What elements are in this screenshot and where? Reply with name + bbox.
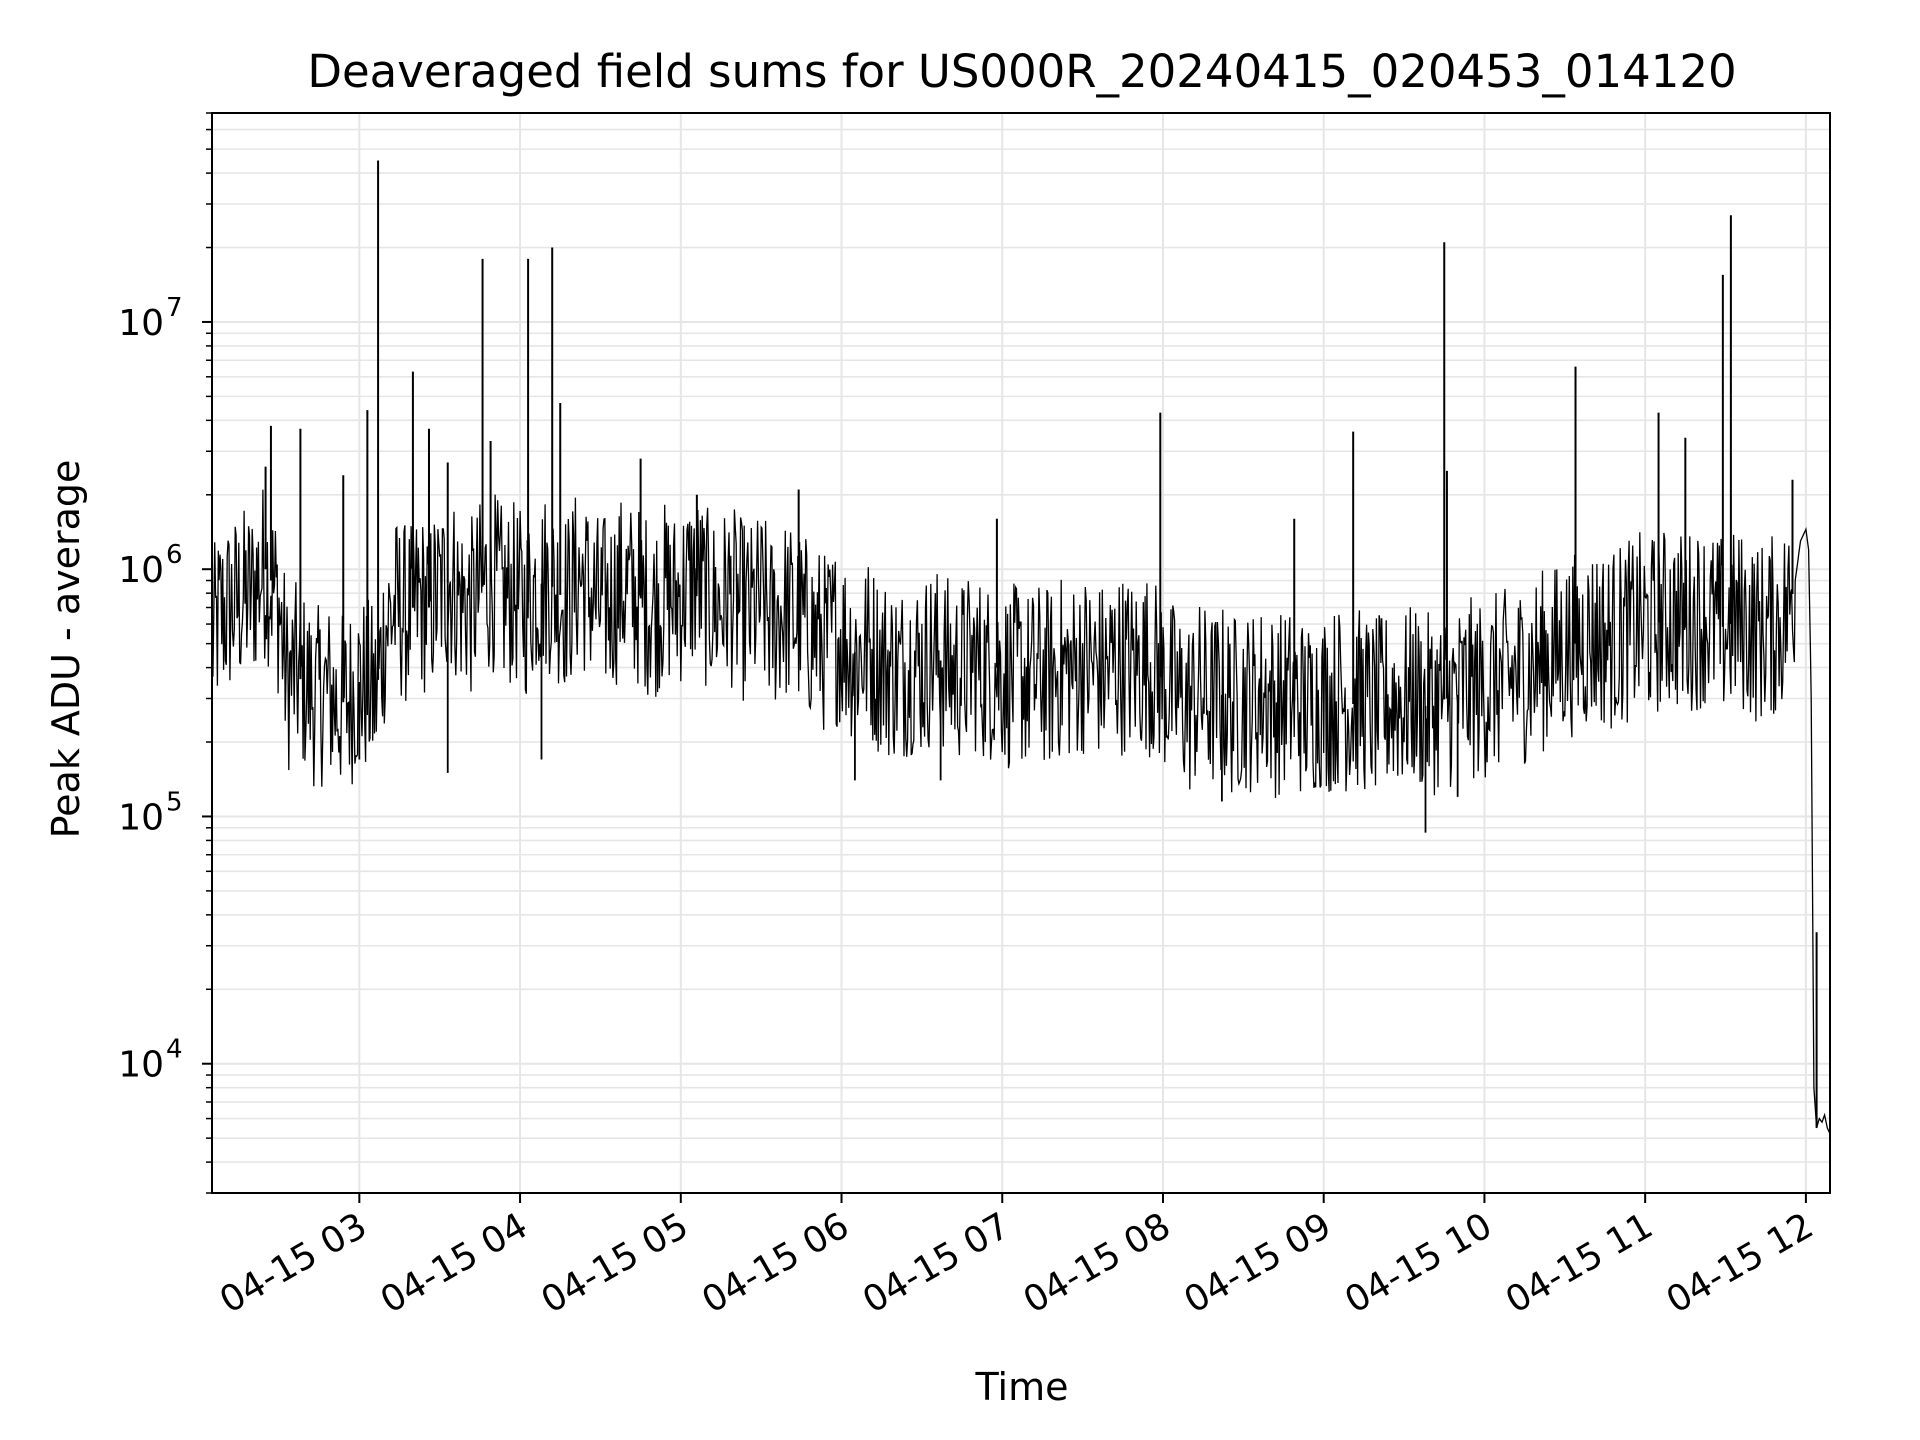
x-tick-label: 04-15 11: [1499, 1205, 1660, 1321]
y-tick-exponent: 4: [166, 1035, 183, 1065]
x-tick-label: 04-15 05: [535, 1205, 696, 1321]
x-tick-label: 04-15 03: [213, 1205, 374, 1321]
y-tick-exponent: 5: [166, 787, 183, 817]
series-layer: [211, 160, 1831, 1135]
x-tick-label: 04-15 06: [695, 1205, 856, 1321]
x-axis: 04-15 03 04-15 04 04-15 05 04-15 06 04-15 07…: [213, 1193, 1820, 1322]
x-tick-label: 04-15 10: [1338, 1205, 1499, 1321]
grid-lines: [212, 112, 1830, 1194]
x-tick-label: 04-15 07: [856, 1205, 1017, 1321]
x-tick-label: 04-15 04: [374, 1205, 535, 1321]
y-tick-label: 10: [118, 797, 164, 838]
y-tick-exponent: 6: [166, 540, 183, 570]
plot-frame: [211, 112, 1831, 1194]
y-axis-label: Peak ADU - average: [44, 460, 88, 839]
y-tick-exponent: 7: [166, 293, 183, 323]
y-tick-label: 10: [118, 1045, 164, 1086]
x-tick-label: 04-15 08: [1017, 1205, 1178, 1321]
series-line: [211, 489, 1831, 1135]
y-tick-label: 10: [118, 303, 164, 344]
chart-title: Deaveraged field sums for US000R_2024041…: [307, 45, 1736, 98]
x-tick-label: 04-15 09: [1178, 1205, 1339, 1321]
y-tick-label: 10: [118, 550, 164, 591]
x-axis-label: Time: [975, 1365, 1069, 1409]
x-tick-label: 04-15 12: [1660, 1205, 1821, 1321]
